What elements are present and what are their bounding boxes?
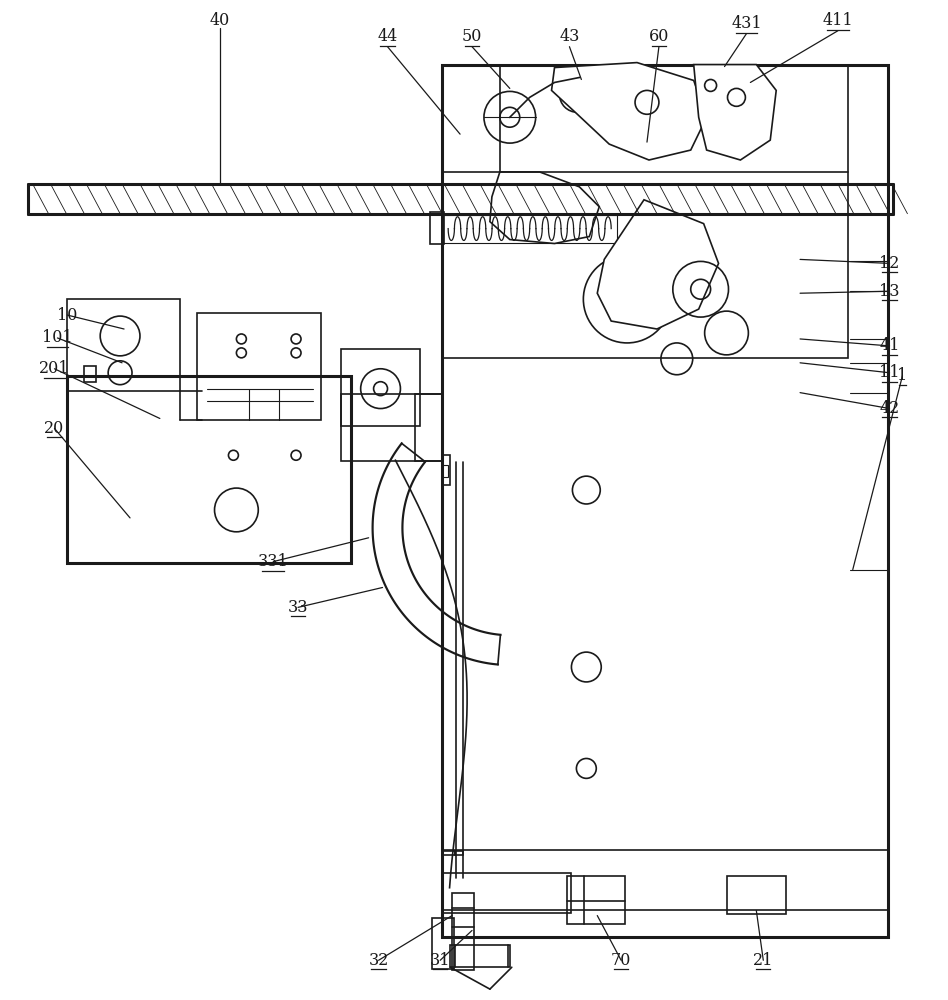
Text: 331: 331	[258, 553, 288, 570]
Bar	[442, 65, 848, 358]
Text: 411: 411	[823, 12, 853, 29]
Bar	[67, 299, 180, 391]
Bar	[442, 873, 572, 913]
Bar	[450, 945, 510, 967]
Text: 60: 60	[648, 28, 669, 45]
Text: 431: 431	[731, 15, 761, 32]
Bar	[430, 212, 445, 244]
Text: 21: 21	[753, 952, 774, 969]
Bar	[443, 215, 617, 243]
Text: 31: 31	[430, 952, 450, 969]
Text: 32: 32	[369, 952, 389, 969]
Bar	[442, 465, 448, 477]
Text: 40: 40	[210, 12, 229, 29]
Bar	[340, 349, 420, 426]
Text: 101: 101	[42, 329, 73, 346]
Text: 13: 13	[880, 283, 900, 300]
Bar	[455, 851, 463, 855]
Bar	[84, 366, 97, 382]
Text: 43: 43	[559, 28, 579, 45]
Bar	[67, 376, 351, 563]
Text: 12: 12	[880, 255, 900, 272]
Text: 41: 41	[880, 337, 900, 354]
Text: 50: 50	[462, 28, 483, 45]
Polygon shape	[552, 63, 706, 160]
Text: 20: 20	[45, 420, 64, 437]
Text: 10: 10	[57, 307, 78, 324]
Bar	[196, 313, 321, 420]
Text: 1: 1	[898, 367, 907, 384]
Bar	[340, 394, 442, 461]
Text: 70: 70	[611, 952, 631, 969]
Bar	[443, 851, 455, 855]
Text: 44: 44	[377, 28, 397, 45]
Polygon shape	[597, 200, 719, 329]
Bar	[568, 876, 625, 924]
Text: 201: 201	[39, 360, 70, 377]
Bar	[432, 918, 454, 969]
Text: 33: 33	[288, 599, 308, 616]
Polygon shape	[490, 172, 599, 244]
Bar	[442, 455, 450, 485]
Bar	[442, 65, 887, 937]
Bar	[442, 850, 887, 910]
Polygon shape	[694, 65, 776, 160]
Bar	[452, 893, 474, 970]
Text: 11: 11	[880, 364, 900, 381]
Text: 42: 42	[880, 400, 900, 417]
Bar	[726, 876, 786, 914]
